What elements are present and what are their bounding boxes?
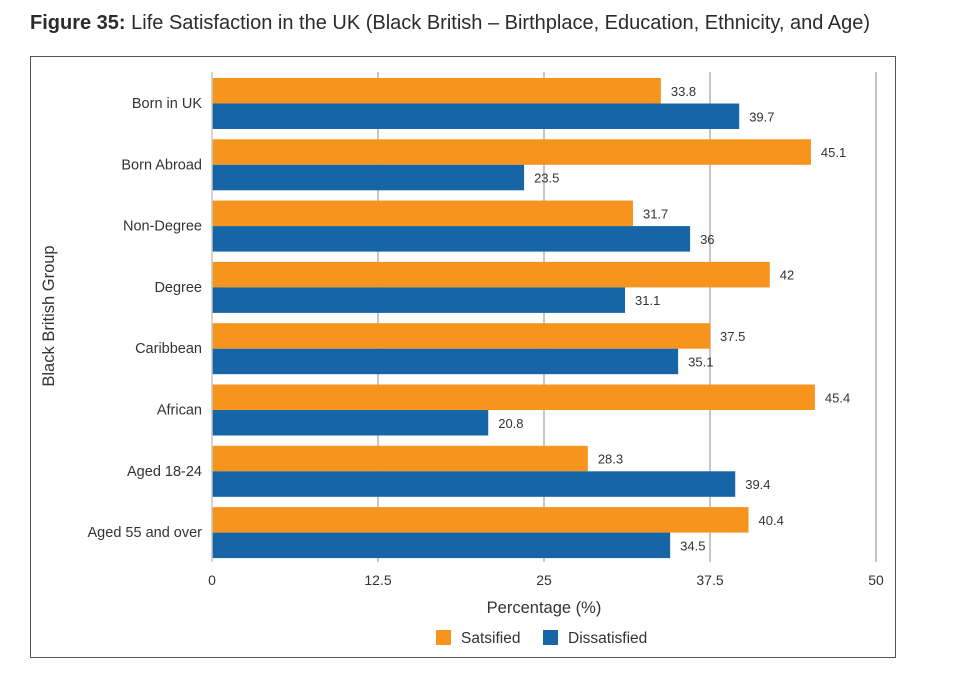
bar-satsified-born-in-uk [212,78,661,104]
bar-dissatisfied-african [212,410,489,436]
figure-title: Figure 35: Life Satisfaction in the UK (… [30,12,870,35]
x-tick-label-12-5: 12.5 [364,572,391,588]
legend-label-satsified: Satsified [461,630,520,647]
bar-dissatisfied-aged-18-24 [212,471,736,497]
data-label-dissatisfied-born-abroad: 23.5 [534,171,559,186]
figure-number: Figure 35: [30,12,126,34]
data-label-dissatisfied-non-degree: 36 [700,232,714,247]
x-axis-title: Percentage (%) [487,599,602,617]
bar-dissatisfied-aged-55-and-over [212,532,671,559]
bar-satsified-aged-55-and-over [212,507,749,533]
data-label-dissatisfied-born-in-uk: 39.7 [749,109,774,124]
bar-satsified-aged-18-24 [212,445,588,472]
x-tick-label-25: 25 [536,572,552,588]
x-tick-label-0: 0 [208,572,216,588]
legend-swatch-dissatisfied [543,630,558,645]
category-label-degree: Degree [154,280,202,296]
y-axis-title: Black British Group [40,245,58,386]
data-label-dissatisfied-aged-18-24: 39.4 [745,477,770,492]
data-label-satsified-aged-18-24: 28.3 [598,452,623,467]
data-label-satsified-born-abroad: 45.1 [821,145,846,160]
bar-satsified-degree [212,261,770,288]
data-label-satsified-born-in-uk: 33.8 [671,84,696,99]
category-label-african: African [157,403,202,419]
legend-swatch-satsified [436,630,451,645]
data-label-satsified-african: 45.4 [825,390,850,405]
category-label-non-degree: Non-Degree [123,219,202,235]
bar-dissatisfied-born-abroad [212,164,525,191]
category-label-aged-18-24: Aged 18-24 [127,464,202,480]
chart-frame [30,56,896,658]
data-label-satsified-non-degree: 31.7 [643,206,668,221]
bar-satsified-african [212,384,815,410]
x-tick-label-50: 50 [868,572,884,588]
data-label-dissatisfied-caribbean: 35.1 [688,354,713,369]
data-label-dissatisfied-degree: 31.1 [635,293,660,308]
bar-dissatisfied-degree [212,287,626,313]
bar-dissatisfied-born-in-uk [212,103,740,129]
figure-title-text: Life Satisfaction in the UK (Black Briti… [131,12,871,34]
bar-dissatisfied-non-degree [212,226,691,252]
data-label-satsified-aged-55-and-over: 40.4 [759,513,784,528]
bar-dissatisfied-caribbean [212,348,679,375]
x-tick-label-37-5: 37.5 [696,572,723,588]
category-label-born-in-uk: Born in UK [132,96,202,112]
legend-label-dissatisfied: Dissatisfied [568,630,647,647]
data-label-satsified-degree: 42 [780,268,794,283]
category-label-caribbean: Caribbean [135,341,202,357]
bar-satsified-born-abroad [212,139,811,165]
data-label-dissatisfied-aged-55-and-over: 34.5 [680,538,705,553]
bar-satsified-non-degree [212,200,633,227]
category-label-born-abroad: Born Abroad [121,157,202,173]
data-label-satsified-caribbean: 37.5 [720,329,745,344]
data-label-dissatisfied-african: 20.8 [498,416,523,431]
category-label-aged-55-and-over: Aged 55 and over [88,525,203,541]
bar-satsified-caribbean [212,323,710,349]
